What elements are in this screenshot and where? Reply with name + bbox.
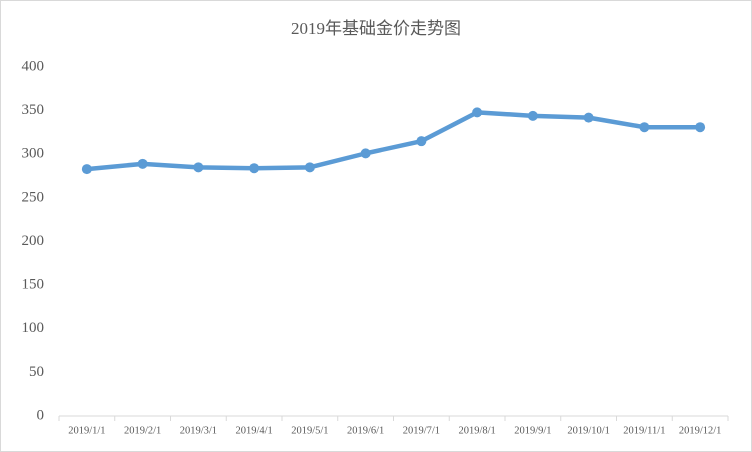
x-tick-label: 2019/2/1 bbox=[124, 425, 161, 436]
data-point bbox=[583, 112, 594, 123]
data-point bbox=[304, 162, 315, 173]
y-tick-label: 200 bbox=[22, 233, 45, 249]
y-tick-label: 350 bbox=[22, 102, 45, 118]
data-point bbox=[472, 107, 483, 118]
x-tick-label: 2019/5/1 bbox=[291, 425, 328, 436]
y-tick-label: 100 bbox=[22, 320, 45, 336]
x-tick-label: 2019/9/1 bbox=[514, 425, 551, 436]
data-point bbox=[695, 122, 706, 133]
y-tick-label: 400 bbox=[22, 58, 45, 74]
data-point bbox=[193, 162, 204, 173]
data-point bbox=[416, 136, 427, 147]
data-point bbox=[527, 110, 538, 121]
x-tick-label: 2019/6/1 bbox=[347, 425, 384, 436]
data-line bbox=[84, 110, 703, 172]
y-tick-label: 250 bbox=[22, 189, 45, 205]
y-tick-label: 0 bbox=[37, 407, 45, 423]
data-point bbox=[360, 148, 371, 159]
x-tick-label: 2019/7/1 bbox=[403, 425, 440, 436]
y-tick-label: 150 bbox=[22, 277, 45, 293]
x-tick-label: 2019/4/1 bbox=[235, 425, 272, 436]
x-tick-label: 2019/3/1 bbox=[180, 425, 217, 436]
y-tick-label: 300 bbox=[22, 146, 45, 162]
data-point bbox=[639, 122, 650, 133]
data-point bbox=[81, 164, 92, 175]
x-tick-label: 2019/10/1 bbox=[567, 425, 610, 436]
x-tick-label: 2019/1/1 bbox=[68, 425, 105, 436]
x-tick-label: 2019/8/1 bbox=[458, 425, 495, 436]
x-tick-label: 2019/11/1 bbox=[623, 425, 665, 436]
data-point bbox=[249, 163, 260, 174]
y-tick-label: 50 bbox=[29, 364, 44, 380]
chart-title: 2019年基础金价走势图 bbox=[291, 19, 461, 38]
x-tick-label: 2019/12/1 bbox=[679, 425, 722, 436]
data-point bbox=[137, 158, 148, 169]
